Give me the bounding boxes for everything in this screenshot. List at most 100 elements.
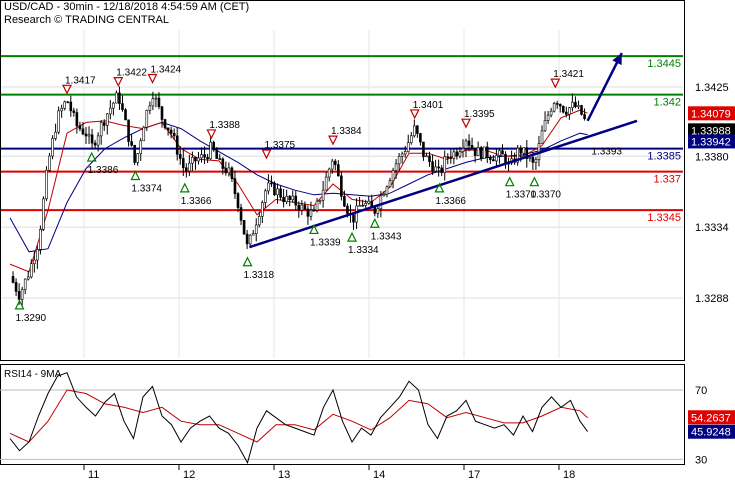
rsi-ma-line — [9, 389, 588, 443]
swing-low-label: 1.3334 — [348, 245, 379, 256]
chart-header-title: USD/CAD - 30min - 12/18/2018 4:54:59 AM … — [4, 1, 250, 13]
rsi-value-tag-box — [688, 424, 735, 439]
candle-body — [194, 157, 197, 162]
candle-body — [29, 263, 33, 278]
candle-body — [51, 138, 54, 157]
candle-body — [558, 104, 562, 107]
candle-body — [543, 120, 547, 132]
main-plot-frame — [0, 0, 685, 361]
candle-body — [571, 101, 574, 109]
swing-low-label: 1.3370 — [506, 190, 537, 201]
candle-body — [452, 151, 456, 159]
candle-body — [419, 133, 422, 143]
x-tick-label: 18 — [563, 469, 575, 480]
candle-body — [422, 141, 425, 158]
candle-body — [130, 141, 133, 146]
candle-body — [112, 102, 115, 109]
candle-body — [72, 110, 76, 113]
candle-body — [245, 233, 249, 245]
candle-body — [279, 188, 282, 198]
candle-body — [254, 224, 258, 234]
rsi-title: RSI14 - 9MA — [4, 369, 62, 380]
candle-body — [105, 113, 109, 126]
candle-body — [118, 92, 121, 104]
candle-body — [534, 159, 538, 163]
chart-header-credit: Research © TRADING CENTRAL — [4, 14, 169, 26]
candle-body — [200, 154, 203, 159]
candle-body — [403, 151, 407, 155]
candle-body — [102, 122, 106, 126]
level-label: 1.3385 — [647, 151, 681, 163]
swing-low-label: 1.3366 — [181, 196, 212, 207]
candle-body — [39, 229, 42, 250]
x-tick-label: 14 — [373, 469, 385, 480]
candle-body — [458, 151, 462, 157]
swing-high-marker — [409, 109, 420, 120]
candle-body — [191, 157, 194, 164]
candle-body — [309, 209, 313, 217]
rsi-panel: RSI14 - 9MA 70 30 — [0, 369, 707, 466]
x-tick-label: 13 — [278, 469, 290, 480]
candle-body — [75, 112, 79, 127]
candle-body — [437, 166, 440, 169]
candle-body — [495, 155, 498, 162]
swing-low-marker — [14, 299, 25, 310]
candle-body — [224, 168, 228, 174]
candle-body — [555, 103, 559, 105]
swing-high-label: 1.3395 — [464, 109, 495, 120]
candle-body — [26, 276, 30, 280]
price-tag-box — [688, 123, 735, 138]
swing-low-label: 1.3374 — [131, 184, 162, 195]
candle-body — [449, 156, 453, 159]
trendline-annotation: 1.3393 — [591, 146, 622, 157]
candle-body — [14, 282, 18, 292]
candle-body — [157, 97, 161, 108]
candle-body — [470, 145, 474, 149]
support-trendline — [249, 119, 638, 249]
candle-body — [45, 170, 48, 200]
price-tag-box — [688, 106, 735, 121]
candle-body — [276, 188, 279, 196]
swing-low-marker — [347, 231, 357, 242]
y-tick-label: 1.3288 — [695, 293, 729, 305]
candle-body — [440, 167, 443, 173]
candle-body — [406, 142, 410, 152]
candle-body — [139, 140, 143, 154]
level-label: 1.342 — [653, 97, 681, 109]
candle-body — [242, 220, 246, 235]
candle-body — [568, 107, 571, 115]
candle-body — [485, 146, 489, 158]
candle-body — [48, 155, 51, 171]
candle-body — [361, 205, 364, 207]
candle-body — [492, 159, 495, 162]
rsi-value-tag-label: 54.2637 — [691, 412, 731, 424]
swing-low-label: 1.3366 — [435, 196, 466, 207]
candle-body — [175, 135, 179, 155]
candle-body — [90, 134, 94, 144]
candle-body — [63, 101, 67, 109]
candle-body — [464, 140, 468, 149]
candle-body — [482, 146, 486, 159]
candle-body — [300, 204, 304, 211]
candle-body — [239, 207, 243, 221]
swing-high-marker — [461, 118, 471, 129]
candle-body — [282, 197, 285, 203]
candle-body — [346, 205, 349, 214]
candle-body — [81, 128, 85, 135]
candle-body — [583, 114, 586, 120]
candle-body — [330, 160, 334, 170]
candle-body — [151, 98, 155, 107]
candle-body — [379, 195, 383, 209]
candle-body — [124, 109, 127, 121]
candle-body — [358, 205, 361, 207]
candle-body — [33, 259, 36, 264]
candle-body — [251, 233, 255, 236]
candle-body — [261, 202, 264, 217]
swing-low-marker — [309, 224, 319, 235]
price-tag-box — [688, 134, 735, 149]
candle-body — [78, 125, 82, 130]
candle-body — [446, 156, 450, 159]
